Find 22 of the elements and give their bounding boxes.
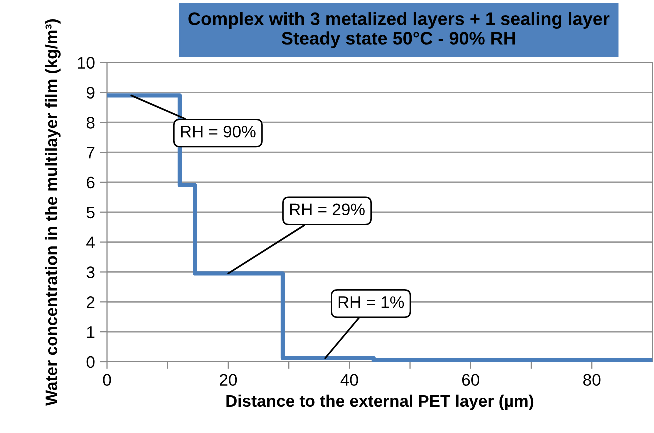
y-tick-label: 1	[87, 326, 95, 338]
y-tick-label: 9	[86, 87, 95, 99]
y-tick-label: 2	[87, 296, 95, 308]
y-tick-label: 0	[86, 356, 95, 368]
x-axis-title: Distance to the external PET layer (µm)	[226, 394, 534, 410]
chart-title: Complex with 3 metalized layers + 1 sealing layer Steady state 50°C - 90% RH	[188, 12, 610, 48]
x-tick-label: 0	[103, 374, 112, 386]
y-tick-label: 8	[86, 117, 95, 129]
x-tick-label: 20	[220, 374, 238, 386]
y-tick-label: 3	[86, 266, 95, 278]
x-tick-label: 40	[340, 374, 358, 386]
y-tick-label: 7	[87, 147, 95, 159]
y-tick-label: 5	[86, 206, 95, 219]
y-tick-label: 4	[86, 236, 95, 248]
annotation: RH = 90%	[181, 126, 256, 138]
annotation: RH = 29%	[290, 204, 365, 216]
annotation: RH = 1%	[338, 296, 404, 308]
y-axis-title: Water concentration in the multilayer film (kg/m³)	[45, 20, 61, 406]
x-tick-label: 60	[462, 374, 480, 386]
y-tick-label: 6	[87, 176, 95, 189]
x-tick-label: 80	[584, 374, 601, 386]
y-tick-label: 10	[78, 57, 95, 69]
